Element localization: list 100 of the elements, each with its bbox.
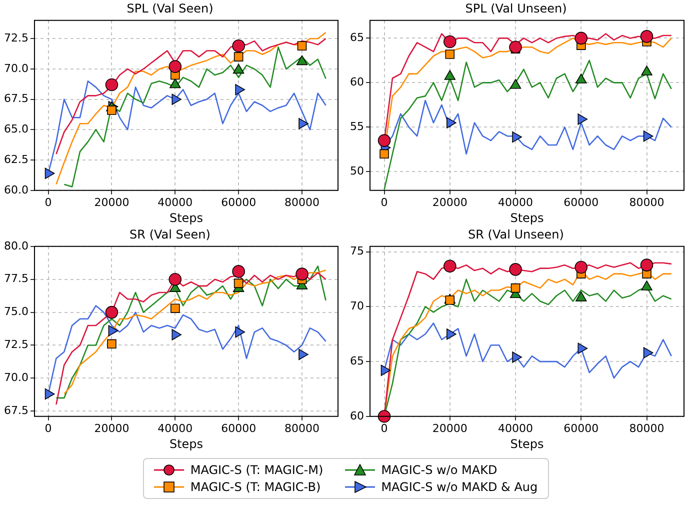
y-tick-label: 60 [350, 409, 364, 422]
point [44, 168, 55, 179]
point [168, 272, 182, 286]
point [509, 40, 522, 54]
point [446, 117, 456, 128]
point [297, 41, 307, 51]
point [443, 260, 456, 273]
x-tick-label: 60000 [564, 422, 599, 435]
point [576, 292, 587, 302]
chart-title: SR (Val Unseen) [468, 227, 564, 242]
y-tick-label: 72.5 [4, 31, 28, 44]
point [446, 328, 456, 340]
point [578, 342, 588, 354]
y-tick-label: 60 [350, 76, 364, 89]
y-tick-label: 72.5 [4, 338, 28, 352]
x-axis-title: Steps [510, 210, 544, 225]
x-tick-label: 40000 [498, 196, 534, 209]
point [172, 329, 182, 340]
x-tick-label: 20000 [432, 196, 468, 209]
chart-title: SPL (Val Seen) [126, 1, 214, 16]
point [378, 410, 391, 423]
legend-label: MAGIC-S (T: MAGIC-M) [190, 463, 324, 477]
y-tick-label: 75 [350, 244, 364, 258]
point [510, 283, 520, 293]
y-tick-label: 67.5 [4, 92, 28, 106]
point [108, 325, 118, 336]
point [641, 66, 652, 76]
y-tick-label: 80.0 [4, 239, 28, 252]
x-tick-label: 60000 [221, 196, 256, 209]
x-tick-label: 80000 [284, 196, 320, 209]
point [235, 326, 245, 338]
y-tick-label: 65.0 [4, 122, 28, 136]
point [296, 55, 308, 66]
legend-label: MAGIC-S (T: MAGIC-B) [190, 480, 321, 494]
x-tick-label: 60000 [564, 196, 599, 209]
x-axis-title: Steps [169, 436, 204, 451]
point [640, 30, 654, 43]
point [232, 265, 245, 278]
point [168, 60, 182, 73]
point [444, 70, 456, 80]
point [509, 263, 522, 276]
point [232, 64, 244, 74]
x-tick-label: 80000 [629, 196, 664, 209]
point [578, 114, 588, 125]
point [640, 258, 654, 272]
point [105, 78, 118, 92]
legend-label: MAGIC-S w/o MAKD & Aug [381, 480, 538, 494]
point [44, 388, 55, 400]
y-tick-label: 60.0 [4, 183, 28, 196]
point [443, 35, 456, 48]
point [574, 260, 588, 274]
point [380, 364, 391, 376]
point [107, 339, 116, 349]
point [170, 78, 181, 88]
point [380, 149, 389, 159]
point [576, 74, 587, 84]
x-tick-label: 80000 [284, 422, 320, 435]
point [170, 304, 180, 313]
x-tick-label: 0 [380, 196, 388, 209]
y-tick-label: 75.0 [4, 305, 28, 318]
point [172, 94, 182, 105]
chart-title: SR (Val Seen) [130, 227, 210, 242]
point [641, 280, 652, 290]
y-tick-label: 62.5 [4, 152, 28, 166]
point [378, 134, 391, 147]
x-axis-title: Steps [169, 210, 204, 225]
x-axis-title: Steps [510, 436, 544, 451]
point [105, 306, 118, 319]
point [512, 352, 522, 363]
point [643, 347, 654, 358]
y-tick-label: 70 [350, 300, 364, 313]
point [234, 52, 244, 62]
point [445, 296, 455, 305]
y-tick-label: 65 [350, 31, 364, 44]
point [107, 106, 116, 115]
y-tick-label: 70.0 [4, 62, 28, 75]
point [234, 278, 244, 288]
point [510, 78, 522, 89]
point [574, 32, 588, 45]
x-tick-label: 20000 [94, 196, 130, 209]
point [298, 118, 308, 130]
point [512, 131, 522, 143]
legend-label: MAGIC-S w/o MAKD [381, 463, 498, 477]
point [445, 50, 455, 59]
x-tick-label: 40000 [158, 422, 193, 435]
x-tick-label: 80000 [629, 422, 664, 435]
point [296, 268, 308, 280]
chart-title: SPL (Val Unseen) [465, 1, 567, 16]
y-tick-label: 67.5 [4, 404, 28, 417]
x-tick-label: 0 [44, 196, 52, 209]
x-tick-label: 40000 [498, 422, 534, 435]
x-tick-label: 60000 [221, 422, 256, 435]
point [232, 40, 245, 52]
y-tick-label: 65 [350, 354, 364, 368]
x-tick-label: 20000 [432, 422, 468, 435]
point [235, 84, 245, 96]
y-tick-label: 70.0 [4, 371, 28, 384]
y-tick-label: 50 [350, 164, 364, 178]
y-tick-label: 55 [350, 120, 364, 134]
x-tick-label: 0 [380, 422, 388, 435]
